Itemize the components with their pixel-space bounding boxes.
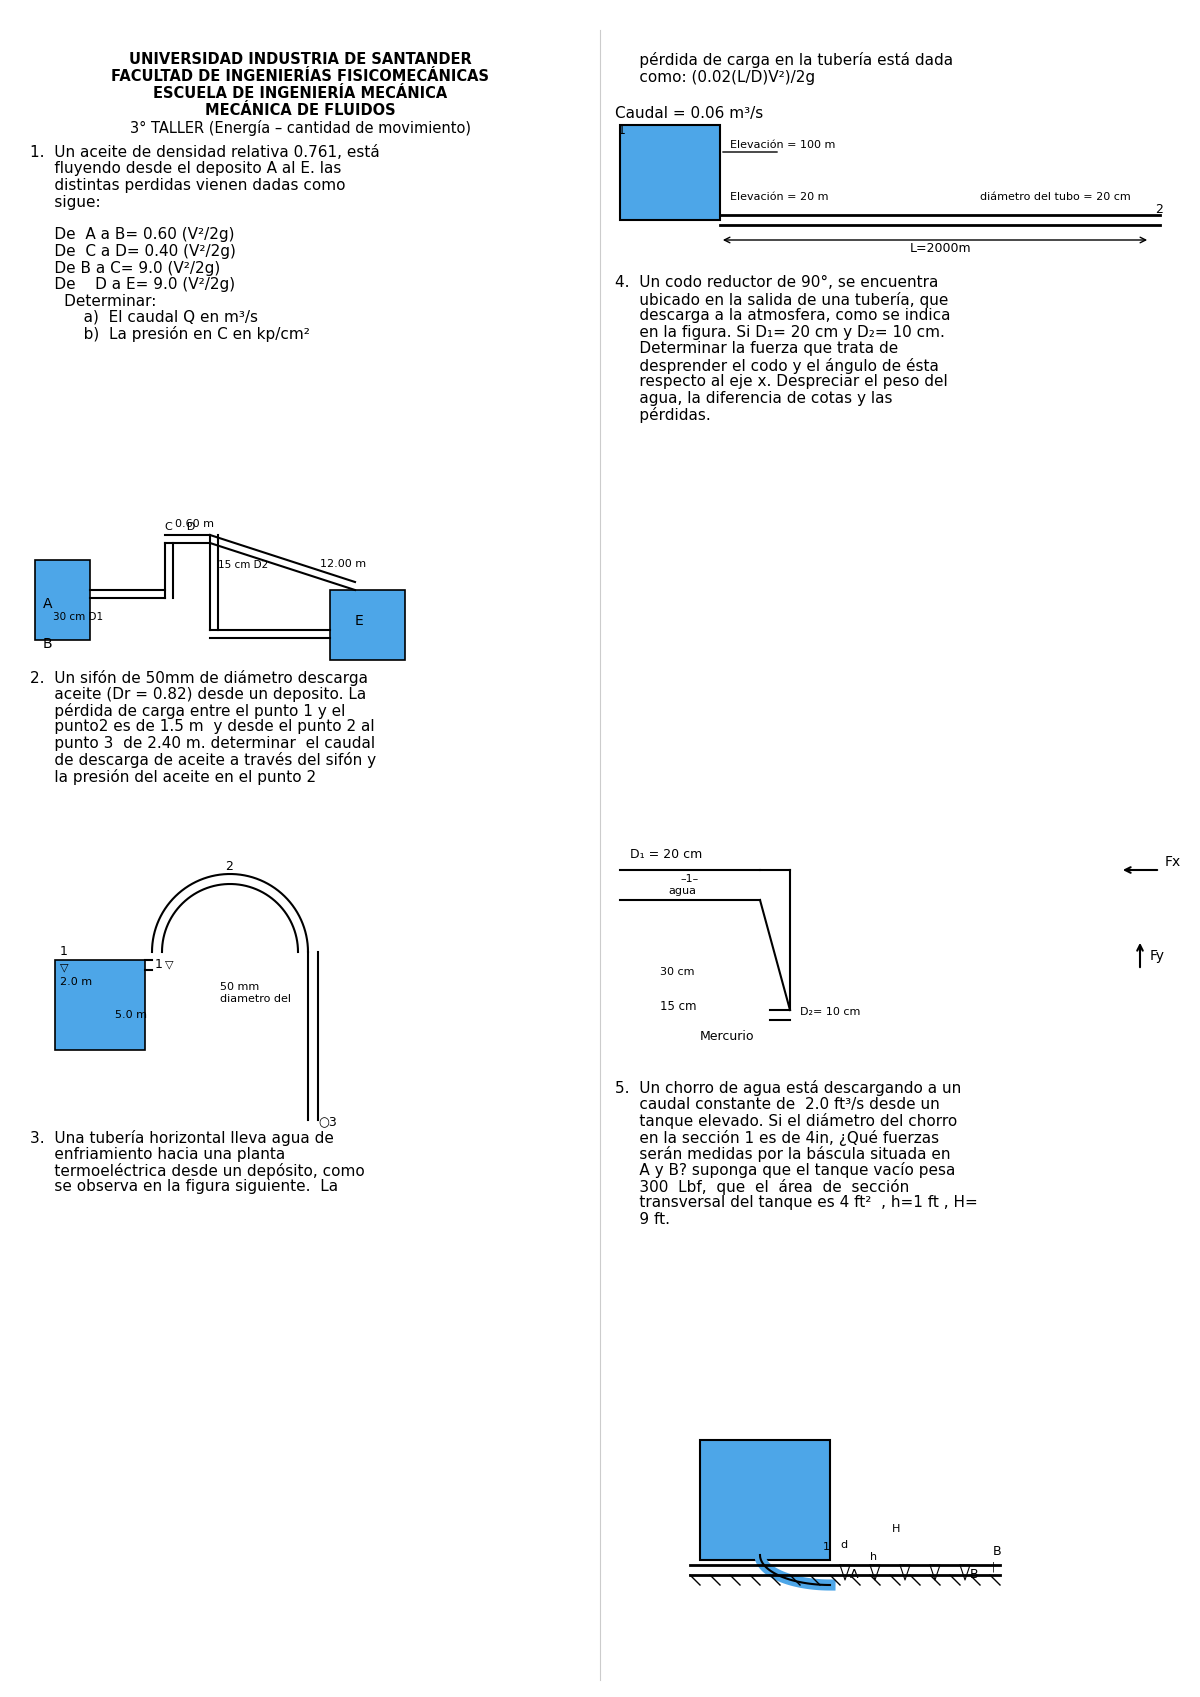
Text: A: A — [850, 1568, 858, 1582]
Text: De  A a B= 0.60 (V²/2g): De A a B= 0.60 (V²/2g) — [30, 227, 234, 243]
Text: punto 3  de 2.40 m. determinar  el caudal: punto 3 de 2.40 m. determinar el caudal — [30, 736, 376, 752]
Text: 2.0 m: 2.0 m — [60, 977, 92, 988]
Text: pérdida de carga entre el punto 1 y el: pérdida de carga entre el punto 1 y el — [30, 703, 346, 720]
Bar — [700, 1441, 830, 1560]
Text: Fy: Fy — [1150, 949, 1165, 962]
Text: 15 cm D2: 15 cm D2 — [218, 560, 269, 570]
Text: la presión del aceite en el punto 2: la presión del aceite en el punto 2 — [30, 769, 316, 786]
Text: ▽: ▽ — [60, 962, 68, 972]
Text: b)  La presión en C en kp/cm²: b) La presión en C en kp/cm² — [30, 326, 310, 343]
Text: 2: 2 — [1154, 204, 1163, 216]
Text: Caudal = 0.06 m³/s: Caudal = 0.06 m³/s — [616, 105, 763, 120]
Text: ○3: ○3 — [318, 1115, 337, 1129]
Text: 15 cm: 15 cm — [660, 1000, 696, 1013]
Bar — [330, 591, 406, 660]
Text: diámetro del tubo = 20 cm: diámetro del tubo = 20 cm — [980, 192, 1130, 202]
Text: De    D a E= 9.0 (V²/2g): De D a E= 9.0 (V²/2g) — [30, 277, 235, 292]
Text: 9 ft.: 9 ft. — [616, 1212, 670, 1227]
Text: B: B — [994, 1544, 1002, 1558]
Text: B: B — [970, 1568, 979, 1582]
Text: D₂= 10 cm: D₂= 10 cm — [800, 1006, 860, 1017]
Text: De B a C= 9.0 (V²/2g): De B a C= 9.0 (V²/2g) — [30, 261, 221, 275]
Text: descarga a la atmosfera, como se indica: descarga a la atmosfera, como se indica — [616, 307, 950, 322]
Text: 5.  Un chorro de agua está descargando a un: 5. Un chorro de agua está descargando a … — [616, 1079, 961, 1096]
Text: 3.  Una tubería horizontal lleva agua de: 3. Una tubería horizontal lleva agua de — [30, 1130, 334, 1145]
Text: Determinar:: Determinar: — [30, 294, 156, 309]
Text: 1: 1 — [618, 124, 626, 137]
Text: 1: 1 — [155, 959, 163, 971]
Text: 2: 2 — [226, 860, 233, 872]
Text: respecto al eje x. Despreciar el peso del: respecto al eje x. Despreciar el peso de… — [616, 373, 948, 389]
Text: D₁ = 20 cm: D₁ = 20 cm — [630, 848, 702, 860]
Text: 3° TALLER (Energía – cantidad de movimiento): 3° TALLER (Energía – cantidad de movimie… — [130, 120, 470, 136]
Text: caudal constante de  2.0 ft³/s desde un: caudal constante de 2.0 ft³/s desde un — [616, 1096, 940, 1112]
Text: 0.60 m: 0.60 m — [175, 519, 214, 529]
Text: B: B — [43, 636, 53, 652]
Text: d: d — [840, 1539, 847, 1549]
Text: en la figura. Si D₁= 20 cm y D₂= 10 cm.: en la figura. Si D₁= 20 cm y D₂= 10 cm. — [616, 324, 944, 339]
Text: agua: agua — [668, 886, 696, 896]
Text: A y B? suponga que el tanque vacío pesa: A y B? suponga que el tanque vacío pesa — [616, 1162, 955, 1178]
Text: ESCUELA DE INGENIERÍA MECÁNICA: ESCUELA DE INGENIERÍA MECÁNICA — [152, 87, 448, 102]
Text: se observa en la figura siguiente.  La: se observa en la figura siguiente. La — [30, 1179, 338, 1195]
Text: 1: 1 — [823, 1543, 830, 1553]
Text: diametro del: diametro del — [220, 994, 292, 1005]
Text: 300  Lbf,  que  el  área  de  sección: 300 Lbf, que el área de sección — [616, 1179, 910, 1195]
Text: Fx: Fx — [1165, 855, 1181, 869]
Text: en la sección 1 es de 4in, ¿Qué fuerzas: en la sección 1 es de 4in, ¿Qué fuerzas — [616, 1130, 940, 1145]
Text: 30 cm D1: 30 cm D1 — [53, 613, 103, 623]
Text: transversal del tanque es 4 ft²  , h=1 ft , H=: transversal del tanque es 4 ft² , h=1 ft… — [616, 1195, 978, 1210]
Text: MECÁNICA DE FLUIDOS: MECÁNICA DE FLUIDOS — [205, 104, 395, 119]
Text: 30 cm: 30 cm — [660, 967, 695, 977]
Text: A: A — [43, 597, 53, 611]
Text: serán medidas por la báscula situada en: serán medidas por la báscula situada en — [616, 1145, 950, 1162]
Text: como: (0.02(L/D)V²)/2g: como: (0.02(L/D)V²)/2g — [616, 70, 815, 85]
Text: termoeléctrica desde un depósito, como: termoeléctrica desde un depósito, como — [30, 1162, 365, 1179]
Text: C    D: C D — [166, 523, 196, 531]
Text: 4.  Un codo reductor de 90°, se encuentra: 4. Un codo reductor de 90°, se encuentra — [616, 275, 938, 290]
Text: 50 mm: 50 mm — [220, 983, 259, 993]
Text: Mercurio: Mercurio — [700, 1030, 755, 1044]
Text: pérdidas.: pérdidas. — [616, 407, 710, 423]
Text: h: h — [870, 1553, 877, 1561]
Text: –1–: –1– — [680, 874, 698, 884]
Text: 2.  Un sifón de 50mm de diámetro descarga: 2. Un sifón de 50mm de diámetro descarga — [30, 670, 368, 686]
Text: de descarga de aceite a través del sifón y: de descarga de aceite a través del sifón… — [30, 752, 376, 769]
Bar — [620, 126, 720, 221]
Text: agua, la diferencia de cotas y las: agua, la diferencia de cotas y las — [616, 390, 893, 406]
Text: enfriamiento hacia una planta: enfriamiento hacia una planta — [30, 1147, 286, 1161]
Text: pérdida de carga en la tubería está dada: pérdida de carga en la tubería está dada — [616, 53, 953, 68]
Text: ▽: ▽ — [166, 959, 174, 969]
Text: Determinar la fuerza que trata de: Determinar la fuerza que trata de — [616, 341, 899, 356]
Text: UNIVERSIDAD INDUSTRIA DE SANTANDER: UNIVERSIDAD INDUSTRIA DE SANTANDER — [128, 53, 472, 66]
Text: De  C a D= 0.40 (V²/2g): De C a D= 0.40 (V²/2g) — [30, 244, 236, 260]
Text: E: E — [355, 614, 364, 628]
Text: desprender el codo y el ángulo de ésta: desprender el codo y el ángulo de ésta — [616, 358, 938, 373]
Text: |: | — [992, 1561, 995, 1573]
Bar — [55, 961, 145, 1050]
Text: tanque elevado. Si el diámetro del chorro: tanque elevado. Si el diámetro del chorr… — [616, 1113, 958, 1129]
Text: 1.  Un aceite de densidad relativa 0.761, está: 1. Un aceite de densidad relativa 0.761,… — [30, 144, 379, 160]
Text: punto2 es de 1.5 m  y desde el punto 2 al: punto2 es de 1.5 m y desde el punto 2 al — [30, 720, 374, 735]
Text: a)  El caudal Q en m³/s: a) El caudal Q en m³/s — [30, 311, 258, 326]
Text: L=2000m: L=2000m — [910, 243, 972, 255]
Text: aceite (Dr = 0.82) desde un deposito. La: aceite (Dr = 0.82) desde un deposito. La — [30, 687, 366, 701]
Text: FACULTAD DE INGENIERÍAS FISICOMECÁNICAS: FACULTAD DE INGENIERÍAS FISICOMECÁNICAS — [112, 70, 490, 83]
Text: H: H — [892, 1524, 900, 1534]
Text: 12.00 m: 12.00 m — [320, 558, 366, 568]
Text: sigue:: sigue: — [30, 195, 101, 209]
Text: 1: 1 — [60, 945, 68, 959]
Text: Elevación = 100 m: Elevación = 100 m — [730, 139, 835, 149]
Text: Elevación = 20 m: Elevación = 20 m — [730, 192, 828, 202]
Text: 5.0 m: 5.0 m — [115, 1010, 148, 1020]
Text: ubicado en la salida de una tubería, que: ubicado en la salida de una tubería, que — [616, 292, 948, 307]
Bar — [35, 560, 90, 640]
Text: fluyendo desde el deposito A al E. las: fluyendo desde el deposito A al E. las — [30, 161, 341, 176]
Text: distintas perdidas vienen dadas como: distintas perdidas vienen dadas como — [30, 178, 346, 193]
